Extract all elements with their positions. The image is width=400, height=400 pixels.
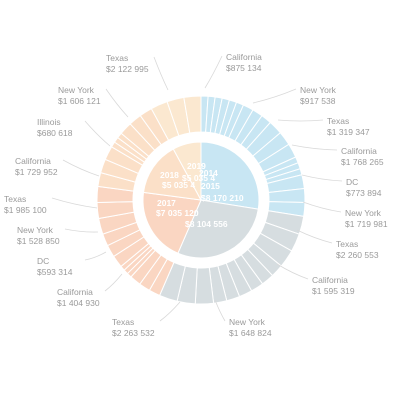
leader-line <box>301 174 343 182</box>
leader-line <box>159 301 181 322</box>
state-label: New York <box>229 317 266 327</box>
value-label: $1 404 930 <box>57 298 100 308</box>
outer-ring <box>96 95 306 305</box>
leader-line <box>62 159 100 177</box>
value-label: $1 729 952 <box>15 167 58 177</box>
value-label: $917 538 <box>300 96 336 106</box>
value-label: $1 648 824 <box>229 328 272 338</box>
year-label: $8 104 556 <box>185 219 228 229</box>
state-label: DC <box>346 177 358 187</box>
year-label: $5 035 4 <box>182 173 215 183</box>
state-label: California <box>57 287 93 297</box>
value-label: $2 122 995 <box>106 64 149 74</box>
year-label: $8 170 210 <box>201 193 244 203</box>
year-label: 2018 <box>160 170 179 180</box>
value-label: $773 894 <box>346 188 382 198</box>
value-label: $1 319 347 <box>327 127 370 137</box>
state-label: New York <box>300 85 337 95</box>
leader-line <box>84 251 107 261</box>
leader-line <box>302 201 342 213</box>
leader-line <box>51 197 98 209</box>
year-label: 2019 <box>187 161 206 171</box>
leader-line <box>204 55 223 89</box>
outer-segment[interactable] <box>183 95 202 134</box>
year-label: 2015 <box>201 181 220 191</box>
year-label: $5 035 4 <box>162 180 195 190</box>
leader-line <box>153 56 169 91</box>
year-label: $7 035 120 <box>156 208 199 218</box>
value-label: $2 263 532 <box>112 328 155 338</box>
state-label: DC <box>37 256 49 266</box>
leader-line <box>105 88 129 118</box>
year-label: 2017 <box>157 198 176 208</box>
state-label: California <box>226 52 262 62</box>
value-label: $1 768 265 <box>341 157 384 167</box>
value-label: $2 260 553 <box>336 250 379 260</box>
state-label: Texas <box>4 194 26 204</box>
leader-line <box>104 273 123 292</box>
value-label: $1 528 850 <box>17 236 60 246</box>
state-label: Illinois <box>37 117 61 127</box>
leader-line <box>252 88 297 104</box>
inner-pie <box>142 141 260 259</box>
leader-line <box>214 299 226 322</box>
value-label: $1 985 100 <box>4 205 47 215</box>
value-label: $1 595 319 <box>312 286 355 296</box>
year-label: 2014 <box>199 168 218 178</box>
state-label: Texas <box>327 116 349 126</box>
state-label: New York <box>17 225 54 235</box>
year-slice[interactable] <box>177 199 259 259</box>
leader-line <box>291 144 338 151</box>
leader-line <box>276 263 309 280</box>
value-label: $1 606 121 <box>58 96 101 106</box>
state-label: California <box>15 156 51 166</box>
value-label: $680 618 <box>37 128 73 138</box>
value-label: $593 314 <box>37 267 73 277</box>
leader-line <box>84 120 111 147</box>
year-slice[interactable] <box>172 141 202 201</box>
state-label: New York <box>345 208 382 218</box>
state-label: Texas <box>112 317 134 327</box>
value-label: $1 719 981 <box>345 219 388 229</box>
value-label: $875 134 <box>226 63 262 73</box>
leader-line <box>277 119 324 122</box>
leader-line <box>64 228 99 233</box>
state-label: New York <box>58 85 95 95</box>
year-slice[interactable] <box>142 148 202 201</box>
state-label: California <box>312 275 348 285</box>
year-slice[interactable] <box>200 141 260 210</box>
year-slice[interactable] <box>142 191 202 254</box>
state-label: Texas <box>106 53 128 63</box>
state-label: California <box>341 146 377 156</box>
state-label: Texas <box>336 239 358 249</box>
leader-line <box>296 229 333 244</box>
